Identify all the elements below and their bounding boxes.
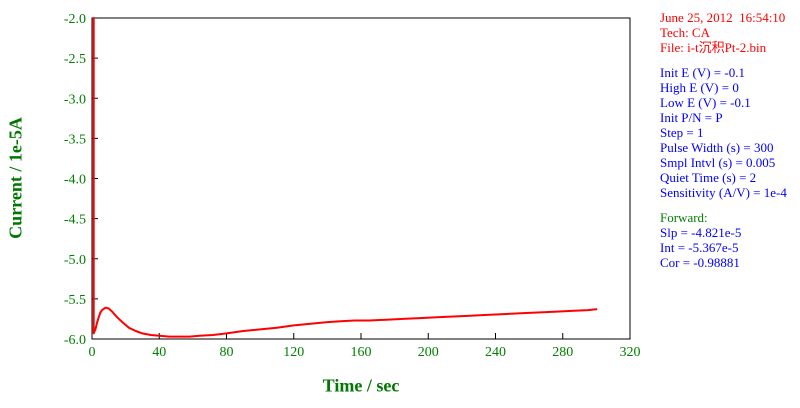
header-line: File: i-t沉积Pt-2.bin (660, 40, 767, 55)
parameter-line: Sensitivity (A/V) = 1e-4 (660, 185, 787, 200)
file-header: June 25, 2012 16:54:10 Tech: CA File: i-t沉… (660, 10, 798, 55)
y-axis-title: Current / 1e-5A (5, 117, 26, 239)
fit-results: Forward: Slp = -4.821e-5 Int = -5.367e-5 C… (660, 210, 798, 270)
x-axis-title: Time / sec (322, 375, 400, 396)
x-tick-label: 320 (620, 345, 641, 360)
parameter-line: Pulse Width (s) = 300 (660, 140, 774, 155)
y-tick-label: -6.0 (64, 333, 86, 348)
x-tick-label: 40 (152, 345, 166, 360)
parameter-line: Step = 1 (660, 125, 704, 140)
parameter-line: High E (V) = 0 (660, 80, 739, 95)
result-line: Cor = -0.98881 (660, 255, 740, 270)
result-line: Slp = -4.821e-5 (660, 225, 742, 240)
plot-frame (91, 17, 631, 340)
x-tick-label: 280 (552, 345, 573, 360)
parameter-line: Quiet Time (s) = 2 (660, 170, 757, 185)
x-tick-label: 0 (89, 345, 96, 360)
y-tick-label: -4.0 (64, 173, 86, 188)
y-tick-label: -2.5 (64, 52, 86, 67)
y-tick-label: -3.5 (64, 132, 86, 147)
y-tick-label: -5.5 (64, 293, 86, 308)
y-tick-label: -4.5 (64, 213, 86, 228)
parameter-line: Low E (V) = -0.1 (660, 95, 751, 110)
parameter-line: Init E (V) = -0.1 (660, 65, 745, 80)
x-tick-label: 160 (351, 345, 372, 360)
y-tick-label: -5.0 (64, 253, 86, 268)
x-tick-label: 120 (283, 345, 304, 360)
header-line: June 25, 2012 16:54:10 (660, 10, 786, 25)
result-lines: Slp = -4.821e-5 Int = -5.367e-5 Cor = -0.9… (660, 225, 798, 270)
header-line: Tech: CA (660, 25, 710, 40)
data-curve (92, 17, 598, 338)
parameter-line: Init P/N = P (660, 110, 723, 125)
forward-label: Forward: (660, 210, 708, 225)
y-tick-label: -2.0 (64, 12, 86, 27)
info-panel: June 25, 2012 16:54:10 Tech: CA File: i-t沉… (660, 10, 798, 280)
x-tick-label: 200 (418, 345, 439, 360)
experiment-parameters: Init E (V) = -0.1 High E (V) = 0 Low E (V)… (660, 65, 798, 200)
result-line: Int = -5.367e-5 (660, 240, 739, 255)
y-tick-label: -3.0 (64, 92, 86, 107)
x-tick-label: 240 (485, 345, 506, 360)
x-tick-label: 80 (220, 345, 234, 360)
parameter-line: Smpl Intvl (s) = 0.005 (660, 155, 776, 170)
